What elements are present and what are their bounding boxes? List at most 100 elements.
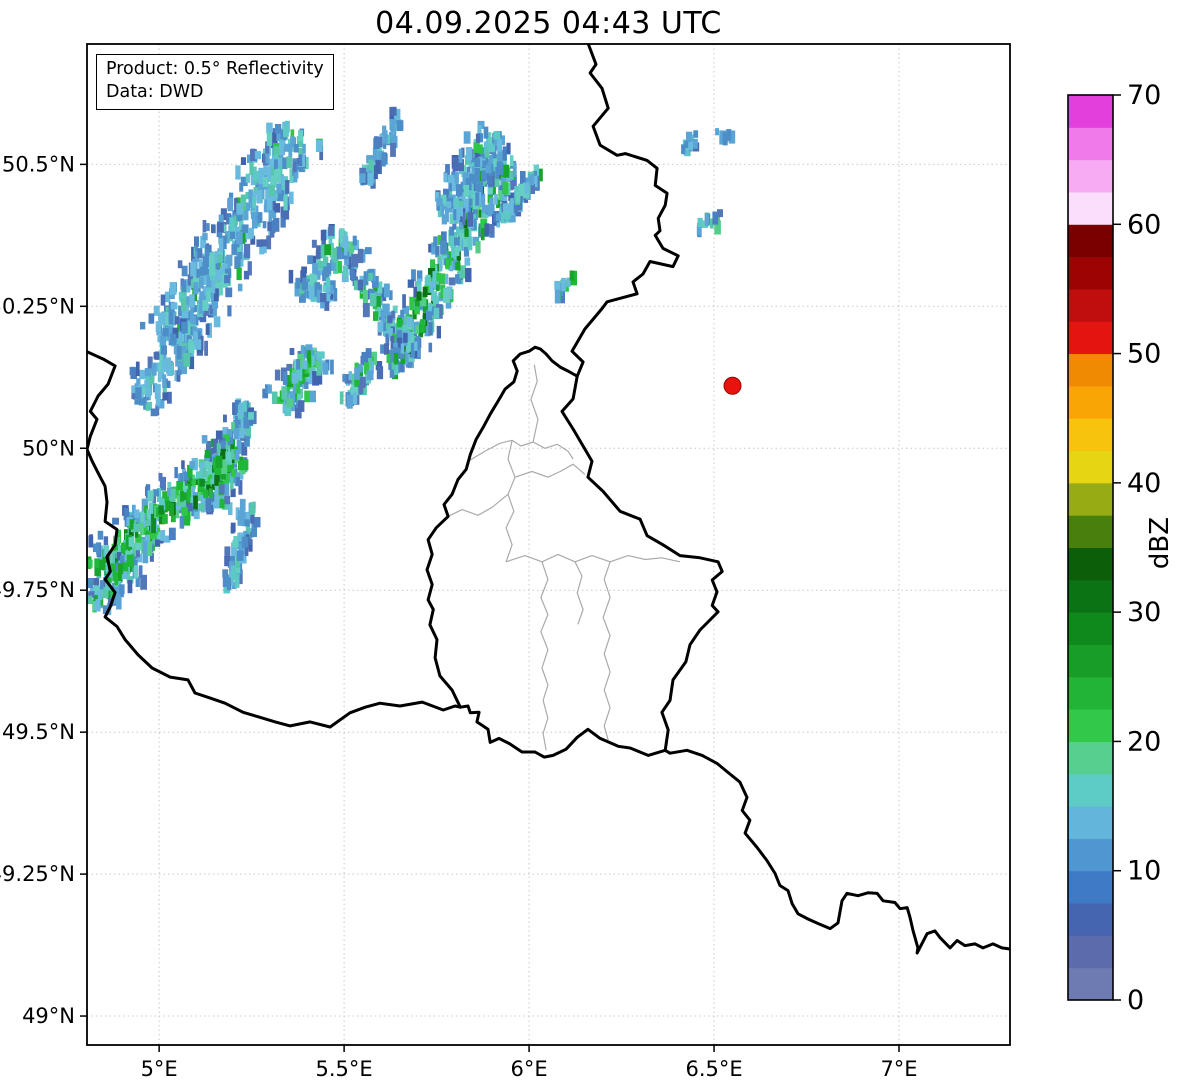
radar-echo-cell: [252, 166, 257, 182]
country-border: [570, 44, 680, 378]
radar-echo-cell: [105, 546, 109, 556]
radar-echo-cell: [339, 228, 345, 243]
radar-echo-cell: [162, 514, 168, 524]
radar-echo-cell: [102, 605, 110, 614]
radar-echo-cell: [106, 590, 113, 599]
radar-echo-cell: [312, 266, 318, 278]
colorbar-segment: [1068, 806, 1113, 839]
radar-echo-cell: [297, 400, 305, 412]
radar-echo-cell: [357, 279, 364, 291]
radar-echo-cell: [239, 569, 243, 585]
radar-echo-cell: [266, 122, 273, 134]
radar-echo-cell: [172, 327, 179, 339]
radar-echo-cell: [483, 126, 489, 139]
radar-echo-cell: [209, 305, 214, 315]
radar-echo-cell: [297, 394, 302, 404]
radar-echo-cell: [241, 224, 249, 233]
radar-echo-cell: [428, 342, 433, 353]
radar-echo-cell: [144, 380, 149, 388]
radar-echo-cell: [722, 132, 728, 146]
radar-echo-cell: [222, 434, 230, 442]
radar-echo-cell: [89, 534, 93, 542]
radar-echo-cell: [378, 310, 383, 321]
radar-echo-cell: [93, 580, 100, 592]
radar-echo-cell: [402, 351, 409, 363]
radar-echo-cell: [208, 262, 216, 276]
radar-echo-cell: [456, 226, 462, 237]
radar-echo-cell: [715, 128, 719, 136]
radar-echo-cell: [185, 296, 191, 308]
radar-echo-cell: [329, 242, 334, 258]
radar-echo-cell: [214, 466, 222, 475]
radar-echo-cell: [297, 353, 304, 367]
radar-echo-cell: [241, 536, 249, 548]
radar-echo-cell: [453, 206, 459, 221]
radar-echo-cell: [488, 155, 493, 167]
radar-echo-cell: [263, 204, 269, 212]
admin-border: [514, 463, 586, 478]
radar-echo-cell: [178, 305, 182, 317]
radar-echo-cell: [209, 252, 215, 264]
admin-border: [602, 561, 611, 741]
radar-echo-cell: [222, 235, 227, 250]
radar-echo-cell: [212, 496, 220, 509]
radar-echo-cell: [484, 223, 489, 237]
radar-echo-cell: [234, 574, 240, 588]
radar-echo-cell: [274, 124, 282, 134]
radar-echo-cell: [245, 202, 251, 211]
radar-echo-cell: [487, 143, 494, 153]
radar-echo-cell: [311, 239, 317, 248]
radar-echo-cell: [396, 329, 402, 342]
radar-echo-cell: [298, 154, 303, 166]
radar-echo-cell: [382, 303, 390, 316]
colorbar-segment: [1068, 741, 1113, 775]
radar-echo-cell: [400, 309, 405, 317]
radar-echo-cell: [348, 371, 352, 381]
radar-echo-cell: [393, 352, 399, 365]
radar-echo-cell: [392, 305, 398, 314]
radar-echo-cell: [494, 178, 500, 188]
radar-echo-cell: [154, 362, 159, 372]
radar-echo-cell: [187, 315, 193, 324]
radar-echo-cell: [282, 157, 288, 170]
radar-echo-cell: [268, 210, 273, 222]
radar-echo-cell: [288, 191, 294, 205]
radar-echo-cell: [142, 549, 149, 564]
radar-echo-cell: [289, 168, 294, 183]
radar-echo-cell: [154, 535, 161, 547]
radar-echo-cell: [213, 316, 221, 328]
radar-echo-cell: [267, 221, 275, 232]
radar-echo-cell: [103, 536, 109, 546]
colorbar-segment: [1068, 288, 1113, 322]
radar-echo-cell: [393, 347, 400, 358]
radar-echo-cell: [174, 467, 178, 479]
radar-echo-cell: [267, 384, 272, 394]
colorbar-segment: [1068, 482, 1113, 516]
radar-echo-cell: [194, 251, 200, 262]
radar-echo-cell: [235, 507, 240, 521]
radar-echo-cell: [357, 248, 364, 264]
radar-echo-cell: [236, 550, 244, 561]
radar-echo-cell: [433, 236, 438, 247]
radar-echo-cell: [318, 260, 323, 269]
radar-echo-cell: [237, 251, 242, 260]
radar-echo-cell: [172, 312, 176, 326]
radar-echo-cell: [245, 173, 251, 183]
radar-echo-cell: [293, 172, 298, 183]
radar-echo-cell: [402, 324, 408, 335]
radar-echo-layer: [87, 106, 736, 616]
radar-echo-cell: [134, 542, 142, 551]
radar-echo-cell: [239, 431, 245, 439]
radar-echo-cell: [204, 340, 208, 356]
radar-echo-cell: [371, 171, 376, 184]
radar-echo-cell: [333, 288, 338, 302]
radar-echo-cell: [314, 351, 319, 360]
radar-echo-cell: [462, 172, 468, 186]
radar-echo-cell: [431, 293, 438, 302]
radar-echo-cell: [221, 263, 228, 274]
radar-echo-cell: [478, 144, 483, 154]
colorbar-segment: [1068, 191, 1113, 225]
radar-echo-cell: [226, 213, 232, 225]
radar-echo-cell: [299, 288, 306, 303]
radar-echo-cell: [296, 380, 301, 394]
